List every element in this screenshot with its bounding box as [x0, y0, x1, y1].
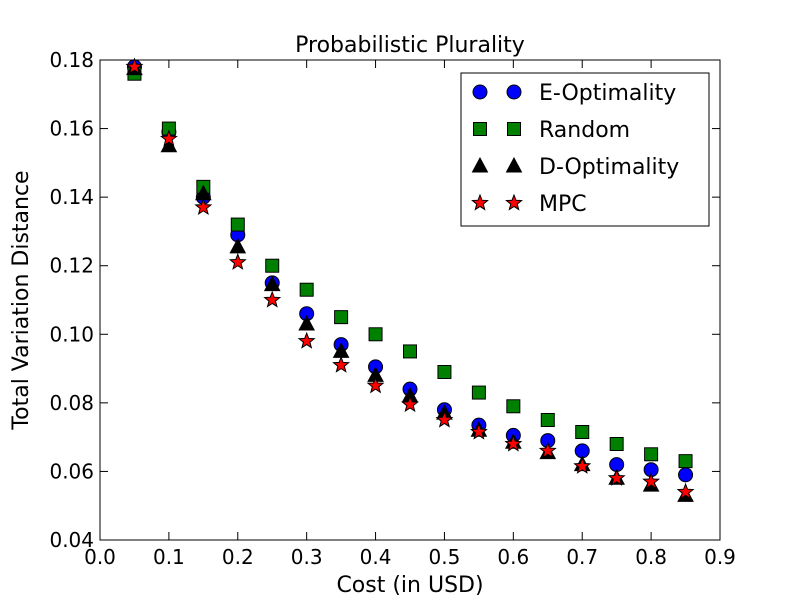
legend-label: D-Optimality — [539, 155, 679, 180]
y-axis-label: Total Variation Distance — [9, 170, 34, 430]
x-tick-label: 0.8 — [635, 545, 667, 569]
data-point — [471, 385, 486, 400]
y-tick-label: 0.10 — [49, 322, 94, 346]
x-tick-label: 0.3 — [291, 545, 323, 569]
x-tick-label: 0.0 — [84, 545, 116, 569]
chart-title: Probabilistic Plurality — [295, 33, 525, 58]
data-point — [366, 376, 385, 394]
data-point — [368, 327, 383, 342]
data-point — [403, 344, 417, 359]
legend-entry: Random — [473, 118, 630, 143]
axis-ticks: 0.0 0.1 0.2 0.3 0.4 0.5 0.6 0.7 0.8 0.9 0.04 0.06 0.… — [49, 48, 735, 569]
legend-marker — [505, 193, 523, 211]
x-tick-label: 0.9 — [704, 545, 736, 569]
data-point — [678, 467, 694, 483]
data-point — [228, 252, 247, 270]
legend-label: Random — [539, 118, 630, 143]
data-point — [265, 258, 280, 273]
data-point — [609, 437, 624, 451]
legend-marker — [471, 156, 489, 173]
data-point — [334, 310, 349, 325]
legend-box — [460, 72, 710, 227]
data-point — [435, 410, 454, 428]
data-point — [538, 441, 557, 459]
legend-marker — [505, 156, 523, 173]
series-random — [127, 66, 693, 469]
legend: E-Optimality Random D-Optimality MPC — [460, 72, 710, 227]
data-point — [573, 456, 592, 474]
y-tick-label: 0.14 — [49, 185, 94, 209]
data-point — [607, 468, 626, 486]
legend-entry: D-Optimality — [471, 155, 679, 180]
y-tick-label: 0.08 — [49, 391, 94, 415]
data-point — [263, 290, 282, 308]
legend-marker — [507, 122, 521, 136]
y-tick-label: 0.18 — [49, 48, 94, 72]
data-point — [298, 314, 316, 331]
data-point — [469, 422, 488, 440]
legend-marker — [472, 84, 488, 100]
y-tick-label: 0.06 — [49, 459, 94, 483]
legend-entry: E-Optimality — [472, 81, 676, 106]
data-point — [297, 331, 316, 349]
plot-frame — [99, 59, 721, 541]
data-point — [676, 482, 695, 500]
data-point — [642, 472, 661, 490]
data-point — [194, 198, 213, 216]
data-point — [263, 275, 281, 292]
data-point — [299, 282, 314, 297]
legend-marker — [473, 122, 487, 136]
data-point — [644, 447, 659, 462]
x-tick-label: 0.4 — [360, 545, 392, 569]
x-tick-label: 0.6 — [497, 545, 529, 569]
data-point — [506, 399, 521, 414]
series-mpc — [125, 57, 695, 500]
y-tick-label: 0.12 — [49, 254, 94, 278]
data-point — [504, 434, 523, 452]
x-tick-label: 0.1 — [153, 545, 185, 569]
legend-marker — [506, 84, 522, 100]
x-tick-label: 0.5 — [429, 545, 461, 569]
data-point — [540, 413, 555, 427]
data-point — [159, 129, 178, 147]
plot-area — [125, 57, 695, 502]
data-point — [332, 355, 351, 373]
data-point — [437, 365, 452, 379]
data-point — [678, 454, 693, 469]
data-point — [230, 217, 245, 232]
legend-entry: MPC — [471, 192, 587, 217]
data-point — [125, 57, 144, 75]
y-tick-label: 0.04 — [49, 528, 94, 552]
data-point — [401, 395, 419, 413]
legend-label: MPC — [539, 192, 587, 217]
x-tick-label: 0.7 — [566, 545, 598, 569]
legend-label: E-Optimality — [539, 81, 676, 106]
x-axis-label: Cost (in USD) — [336, 573, 483, 598]
data-point — [229, 237, 247, 254]
x-tick-label: 0.2 — [222, 545, 254, 569]
y-tick-label: 0.16 — [49, 117, 94, 141]
legend-marker — [471, 193, 489, 211]
data-point — [575, 425, 590, 439]
